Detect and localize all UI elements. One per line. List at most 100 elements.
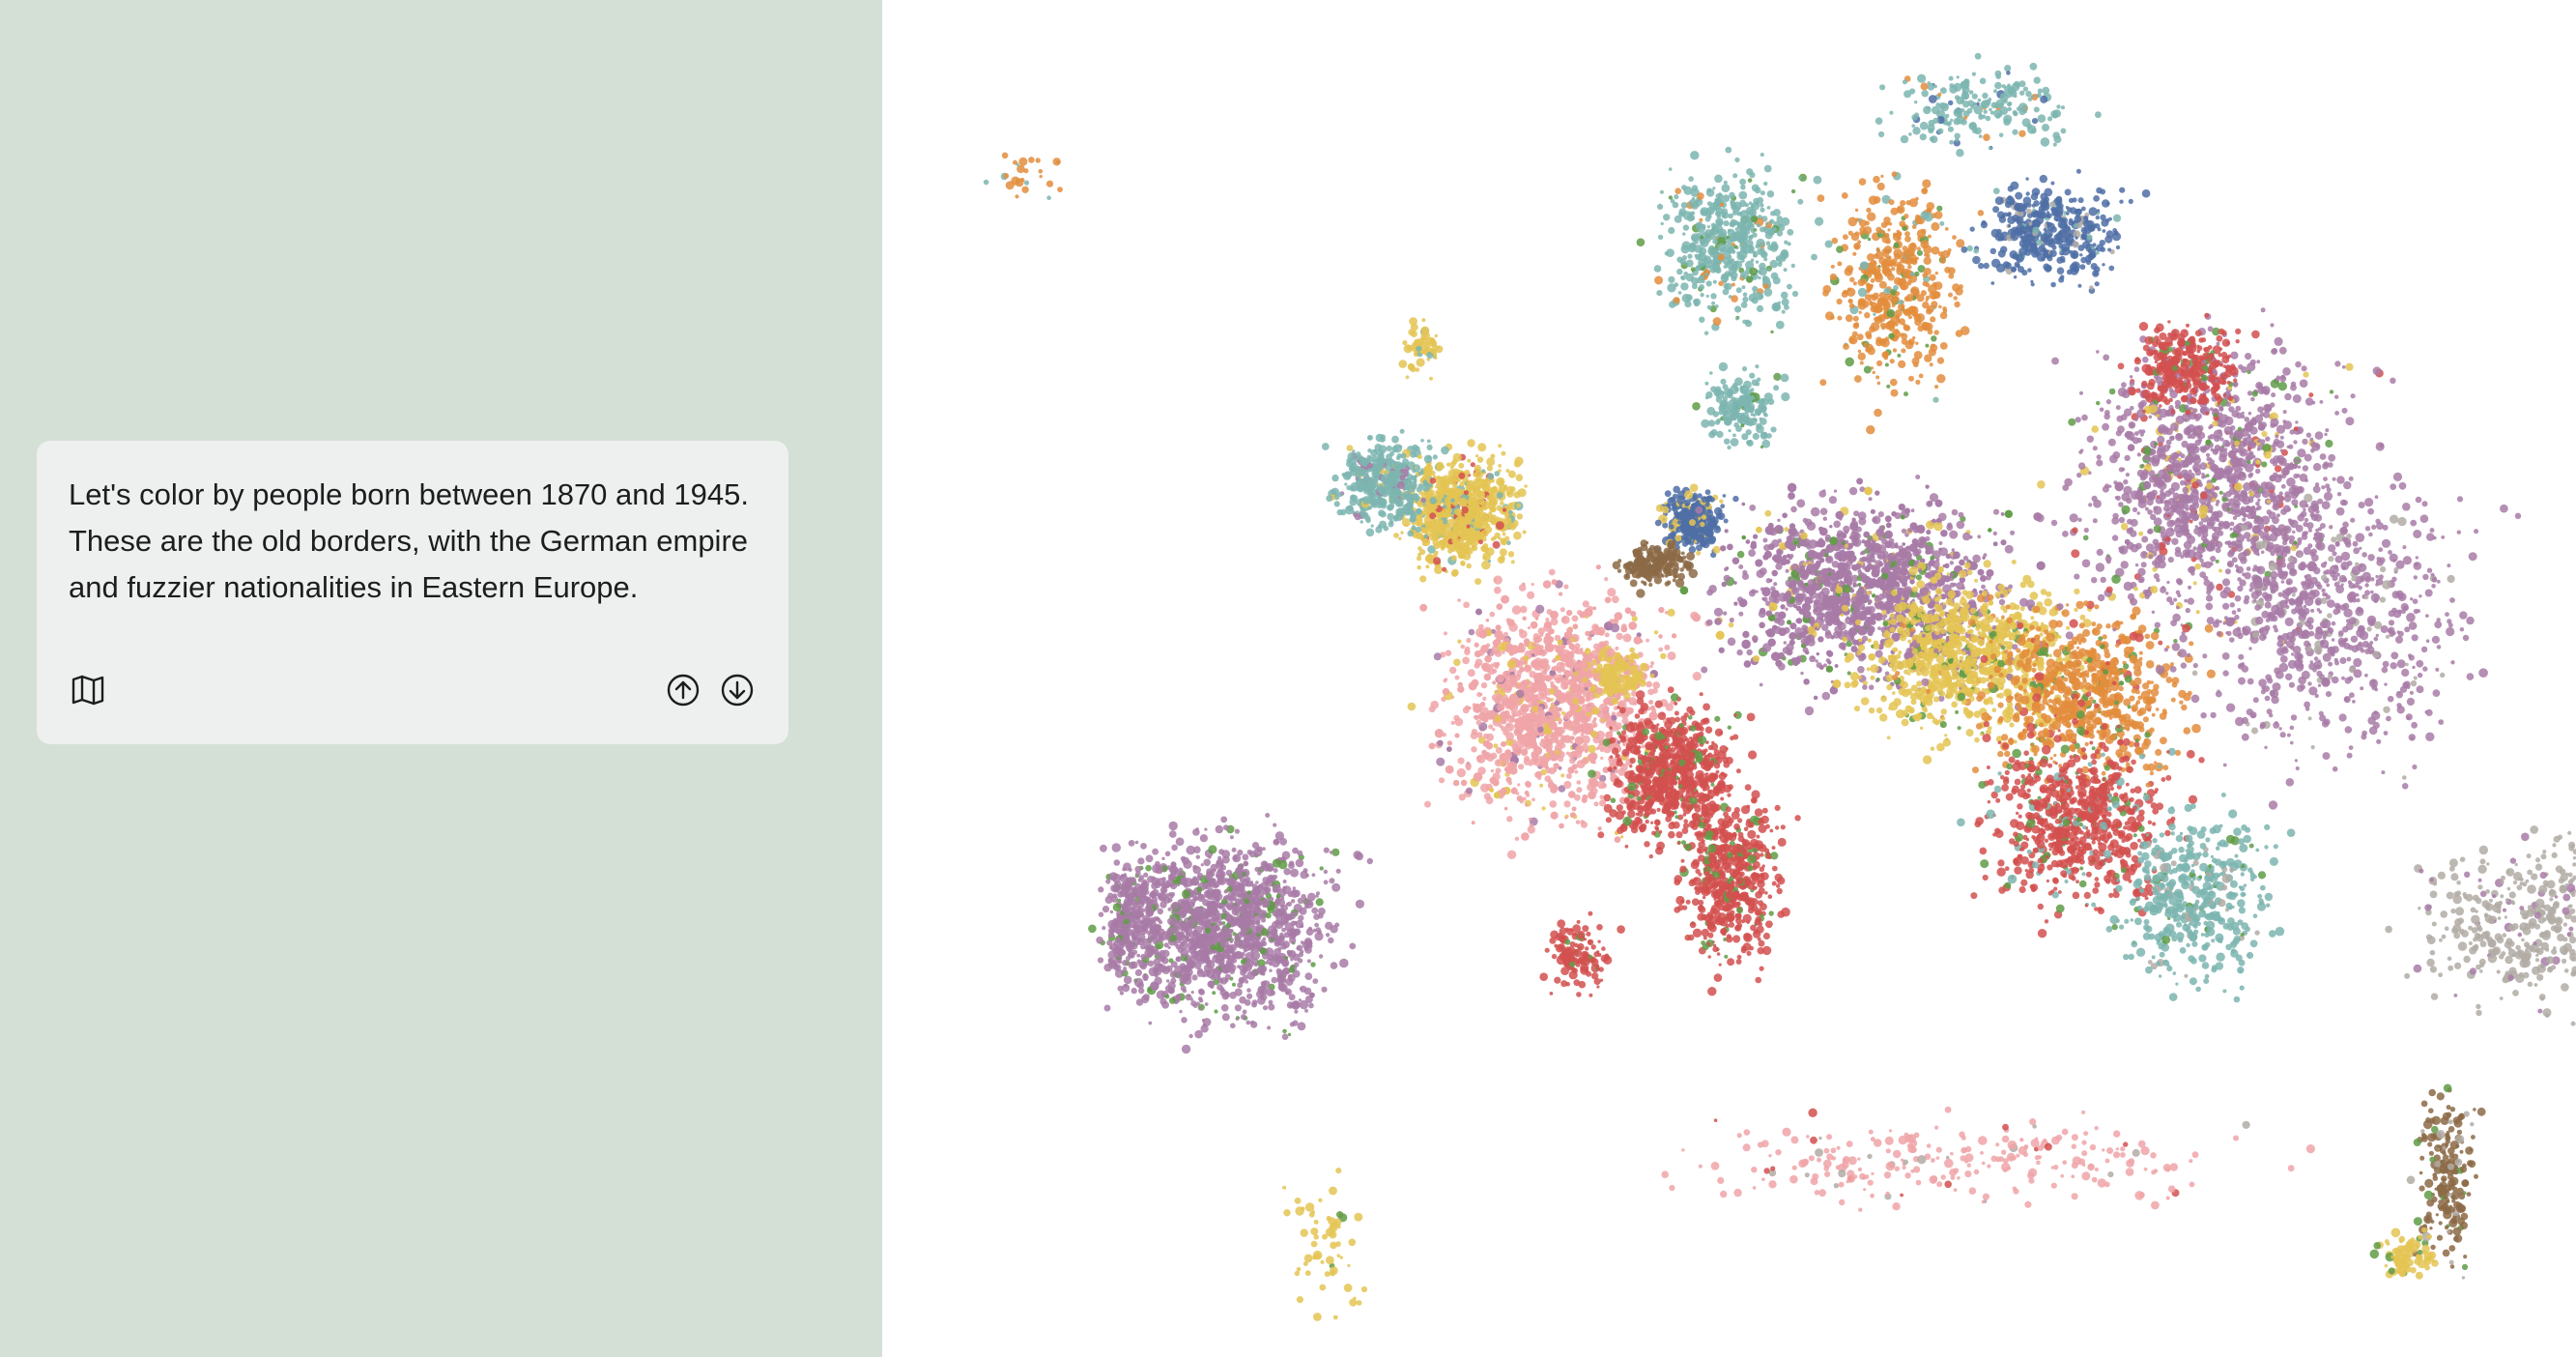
birthplace-dot bbox=[2052, 131, 2060, 139]
arrow-down-circle-icon[interactable] bbox=[718, 671, 757, 709]
birthplace-dot bbox=[1685, 259, 1694, 268]
birthplace-dot bbox=[2040, 244, 2046, 248]
birthplace-dot bbox=[1419, 603, 1428, 612]
birthplace-dot bbox=[1481, 469, 1486, 474]
birthplace-dot bbox=[1771, 243, 1779, 251]
birthplace-dot bbox=[1762, 412, 1767, 417]
birthplace-dot bbox=[1680, 282, 1689, 291]
birthplace-dot bbox=[1903, 214, 1909, 219]
birthplace-dot bbox=[1714, 174, 1723, 184]
birthplace-dot bbox=[1720, 378, 1727, 385]
birthplace-dot bbox=[2074, 215, 2082, 223]
map-canvas[interactable] bbox=[882, 0, 2576, 1357]
birthplace-dot bbox=[1408, 509, 1416, 517]
birthplace-dot bbox=[1407, 478, 1413, 484]
birthplace-dot bbox=[1428, 742, 1436, 750]
birthplace-dot bbox=[2012, 129, 2018, 135]
birthplace-dot bbox=[1468, 707, 1472, 710]
birthplace-dot bbox=[2003, 212, 2009, 217]
birthplace-dot bbox=[1963, 115, 1968, 120]
birthplace-dot bbox=[2012, 253, 2019, 260]
birthplace-dot bbox=[1923, 268, 1932, 275]
birthplace-dot bbox=[1525, 780, 1531, 788]
birthplace-dot bbox=[1550, 811, 1559, 820]
birthplace-dot bbox=[1770, 330, 1774, 334]
birthplace-dot bbox=[1584, 749, 1589, 753]
birthplace-dot bbox=[1467, 669, 1475, 678]
birthplace-dot bbox=[1723, 518, 1729, 524]
birthplace-dot bbox=[1539, 783, 1544, 788]
birthplace-dot bbox=[1535, 694, 1539, 698]
birthplace-dot bbox=[1927, 329, 1933, 335]
birthplace-dot bbox=[1421, 482, 1431, 492]
birthplace-dot bbox=[1495, 624, 1502, 631]
birthplace-dot bbox=[1477, 498, 1485, 505]
birthplace-dot bbox=[1519, 605, 1528, 614]
birthplace-dot bbox=[1459, 552, 1465, 559]
birthplace-dot bbox=[1749, 222, 1754, 228]
birthplace-dot bbox=[1706, 225, 1710, 229]
birthplace-dot bbox=[2079, 264, 2086, 271]
birthplace-dot bbox=[1478, 524, 1483, 529]
birthplace-dot bbox=[1560, 615, 1570, 624]
birthplace-dot bbox=[1876, 360, 1883, 366]
birthplace-dot bbox=[2036, 93, 2042, 99]
birthplace-dot bbox=[1035, 158, 1041, 163]
birthplace-dot bbox=[2031, 188, 2041, 196]
birthplace-dot bbox=[1914, 112, 1920, 118]
birthplace-dot bbox=[1705, 294, 1709, 298]
birthplace-dot bbox=[1456, 767, 1466, 778]
birthplace-dot bbox=[1411, 525, 1417, 531]
birthplace-dot bbox=[1415, 526, 1421, 534]
birthplace-dot bbox=[1492, 728, 1496, 732]
birthplace-dot bbox=[1331, 474, 1339, 482]
birthplace-dot bbox=[1910, 286, 1920, 296]
birthplace-dot bbox=[1502, 507, 1507, 512]
birthplace-dot bbox=[1878, 130, 1885, 138]
birthplace-dot bbox=[1436, 757, 1445, 766]
birthplace-dot bbox=[1589, 758, 1596, 764]
birthplace-dot bbox=[1695, 266, 1701, 271]
birthplace-dot bbox=[1496, 603, 1503, 610]
birthplace-dot bbox=[1614, 612, 1623, 621]
birthplace-dot bbox=[1944, 227, 1949, 231]
birthplace-dot bbox=[1743, 380, 1752, 390]
birthplace-dot bbox=[1498, 444, 1503, 448]
birthplace-dot bbox=[2014, 204, 2021, 212]
birthplace-dot bbox=[1553, 763, 1560, 769]
birthplace-dot bbox=[2007, 186, 2015, 192]
birthplace-dot bbox=[1908, 132, 1912, 136]
birthplace-dot bbox=[1997, 112, 2002, 117]
birthplace-dot bbox=[1496, 521, 1504, 530]
birthplace-dot bbox=[1551, 579, 1558, 586]
birthplace-dot bbox=[1734, 387, 1739, 391]
birthplace-dot bbox=[2043, 253, 2046, 257]
birthplace-dot bbox=[1437, 739, 1444, 747]
birthplace-dot bbox=[1668, 275, 1675, 283]
birthplace-dot bbox=[2006, 71, 2011, 75]
birthplace-dot bbox=[1449, 666, 1457, 675]
map-icon[interactable] bbox=[69, 671, 107, 709]
birthplace-dot bbox=[1672, 633, 1677, 639]
arrow-up-circle-icon[interactable] bbox=[664, 671, 702, 709]
birthplace-dot bbox=[1712, 239, 1718, 245]
birthplace-dot bbox=[2056, 267, 2065, 275]
birthplace-dot bbox=[1869, 283, 1874, 288]
birthplace-dot bbox=[1574, 736, 1584, 746]
birthplace-dot bbox=[2128, 198, 2133, 204]
birthplace-dot bbox=[1765, 221, 1769, 226]
birthplace-dot bbox=[1750, 204, 1755, 209]
birthplace-dot bbox=[2025, 191, 2030, 196]
birthplace-dot bbox=[1011, 176, 1020, 186]
birthplace-dot bbox=[1970, 126, 1975, 130]
birthplace-dot bbox=[1450, 533, 1454, 536]
birthplace-dot bbox=[1468, 628, 1475, 636]
birthplace-dot bbox=[2018, 130, 2026, 137]
birthplace-dot bbox=[1847, 299, 1853, 304]
birthplace-dot bbox=[1978, 114, 1984, 120]
birthplace-dot bbox=[1730, 414, 1737, 421]
birthplace-dot bbox=[1550, 786, 1558, 794]
sidebar: Let's color by people born between 1870 … bbox=[0, 0, 882, 1357]
birthplace-dot bbox=[1551, 718, 1556, 723]
birthplace-dot bbox=[1995, 263, 2006, 273]
